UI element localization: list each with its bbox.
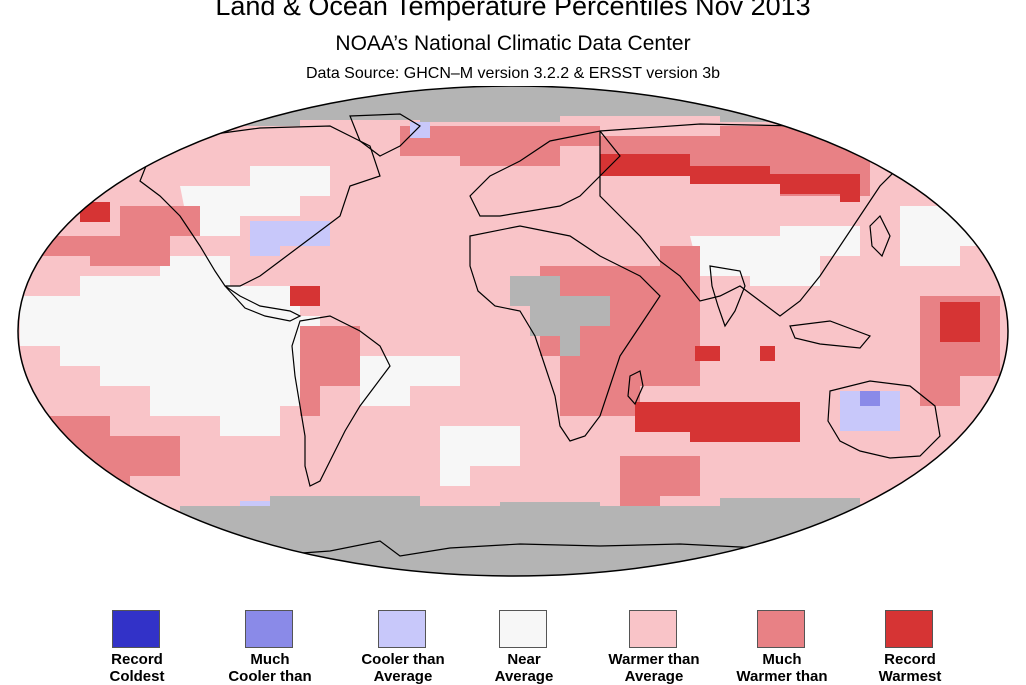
map-outline xyxy=(17,86,1009,577)
near-average-south-atlantic xyxy=(440,426,520,486)
record-warm-siberia xyxy=(600,154,860,202)
legend-swatch xyxy=(245,610,293,648)
near-average-pacific xyxy=(20,256,320,436)
map-title: Land & Ocean Temperature Percentiles Nov… xyxy=(215,0,811,21)
legend-swatch xyxy=(629,610,677,648)
southeast-asia-islands-outline xyxy=(789,320,872,349)
record-warm-caribbean xyxy=(290,286,320,306)
legend-swatch xyxy=(757,610,805,648)
legend-swatch xyxy=(112,610,160,648)
legend-label: Record Warmest xyxy=(878,651,942,685)
legend-swatch xyxy=(499,610,547,648)
legend-label: Much Cooler than xyxy=(228,651,312,685)
legend-label: Near Average xyxy=(494,651,554,685)
record-warm-indian-ocean xyxy=(635,402,800,442)
much-warmer-indian-ocean xyxy=(540,246,700,416)
record-warm-west-pacific xyxy=(940,302,980,342)
cooler-than-average-greenland xyxy=(410,122,430,138)
much-warmer-north-atlantic xyxy=(400,126,600,166)
australia-outline xyxy=(827,380,941,459)
north-america-outline xyxy=(139,125,381,287)
legend-label: Record Coldest xyxy=(109,651,165,685)
much-warmer-north-pacific xyxy=(40,206,200,266)
much-warmer-southern-indian xyxy=(620,456,700,516)
central-america-outline xyxy=(224,285,302,322)
madagascar-outline xyxy=(627,370,644,406)
data-source: Data Source: GHCN–M version 3.2.2 & ERSS… xyxy=(305,65,721,82)
map-subtitle: NOAA’s National Climatic Data Center xyxy=(335,32,691,55)
legend-swatch xyxy=(885,610,933,648)
cooler-than-average-australia xyxy=(840,391,900,431)
greenland-outline xyxy=(349,113,421,157)
arctic-missing-region xyxy=(18,86,1008,126)
india-outline xyxy=(709,265,746,328)
legend-swatch xyxy=(378,610,426,648)
legend-label: Much Warmer than xyxy=(736,651,828,685)
africa-outline xyxy=(469,225,661,442)
cooler-than-average-north-america xyxy=(250,221,330,256)
near-average-atlantic xyxy=(360,356,460,406)
much-cooler-australia xyxy=(860,391,880,406)
south-america-outline xyxy=(291,315,391,487)
near-average-canada xyxy=(180,166,330,236)
record-warm-spot-1 xyxy=(695,346,720,361)
japan-outline xyxy=(869,214,891,258)
legend-label: Cooler than Average xyxy=(361,651,445,685)
record-warm-north-pacific xyxy=(80,202,110,222)
temperature-percentile-map xyxy=(17,86,1009,577)
legend-label: Warmer than Average xyxy=(608,651,700,685)
antarctic-missing-region xyxy=(18,496,1008,576)
much-warmer-south-america xyxy=(300,326,360,416)
record-warm-spot-2 xyxy=(760,346,775,361)
near-average-asia xyxy=(690,226,860,286)
new-zealand-outline xyxy=(954,454,971,482)
europe-outline xyxy=(469,130,621,217)
